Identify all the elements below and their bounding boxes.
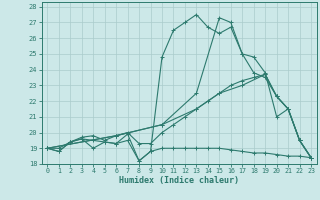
- X-axis label: Humidex (Indice chaleur): Humidex (Indice chaleur): [119, 176, 239, 185]
